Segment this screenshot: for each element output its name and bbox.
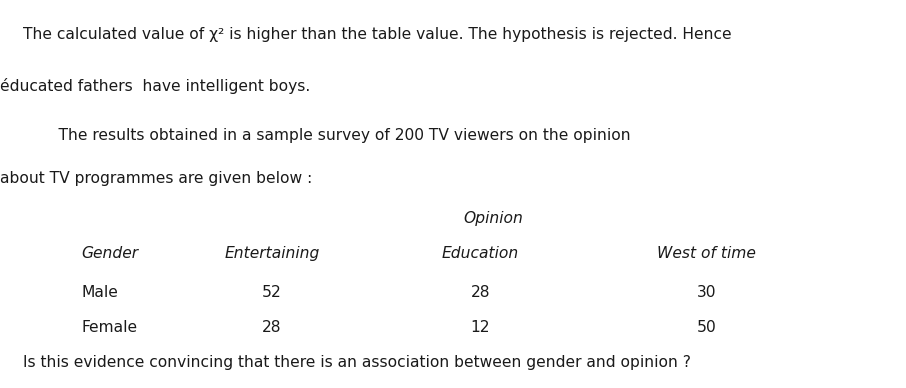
Text: 28: 28: [470, 285, 490, 300]
Text: Gender: Gender: [82, 246, 139, 262]
Text: Male: Male: [82, 285, 119, 300]
Text: Entertaining: Entertaining: [224, 246, 320, 262]
Text: 52: 52: [262, 285, 282, 300]
Text: 30: 30: [697, 285, 717, 300]
Text: about TV programmes are given below :: about TV programmes are given below :: [0, 171, 313, 186]
Text: 50: 50: [697, 320, 717, 335]
Text: 28: 28: [262, 320, 282, 335]
Text: 12: 12: [470, 320, 490, 335]
Text: Is this evidence convincing that there is an association between gender and opin: Is this evidence convincing that there i…: [23, 355, 690, 370]
Text: Opinion: Opinion: [464, 211, 524, 227]
Text: West of time: West of time: [657, 246, 757, 262]
Text: éducated fathers  have intelligent boys.: éducated fathers have intelligent boys.: [0, 78, 310, 94]
Text: The results obtained in a sample survey of 200 TV viewers on the opinion: The results obtained in a sample survey …: [0, 128, 631, 143]
Text: The calculated value of χ² is higher than the table value. The hypothesis is rej: The calculated value of χ² is higher tha…: [23, 27, 731, 42]
Text: Education: Education: [441, 246, 519, 262]
Text: Female: Female: [82, 320, 138, 335]
